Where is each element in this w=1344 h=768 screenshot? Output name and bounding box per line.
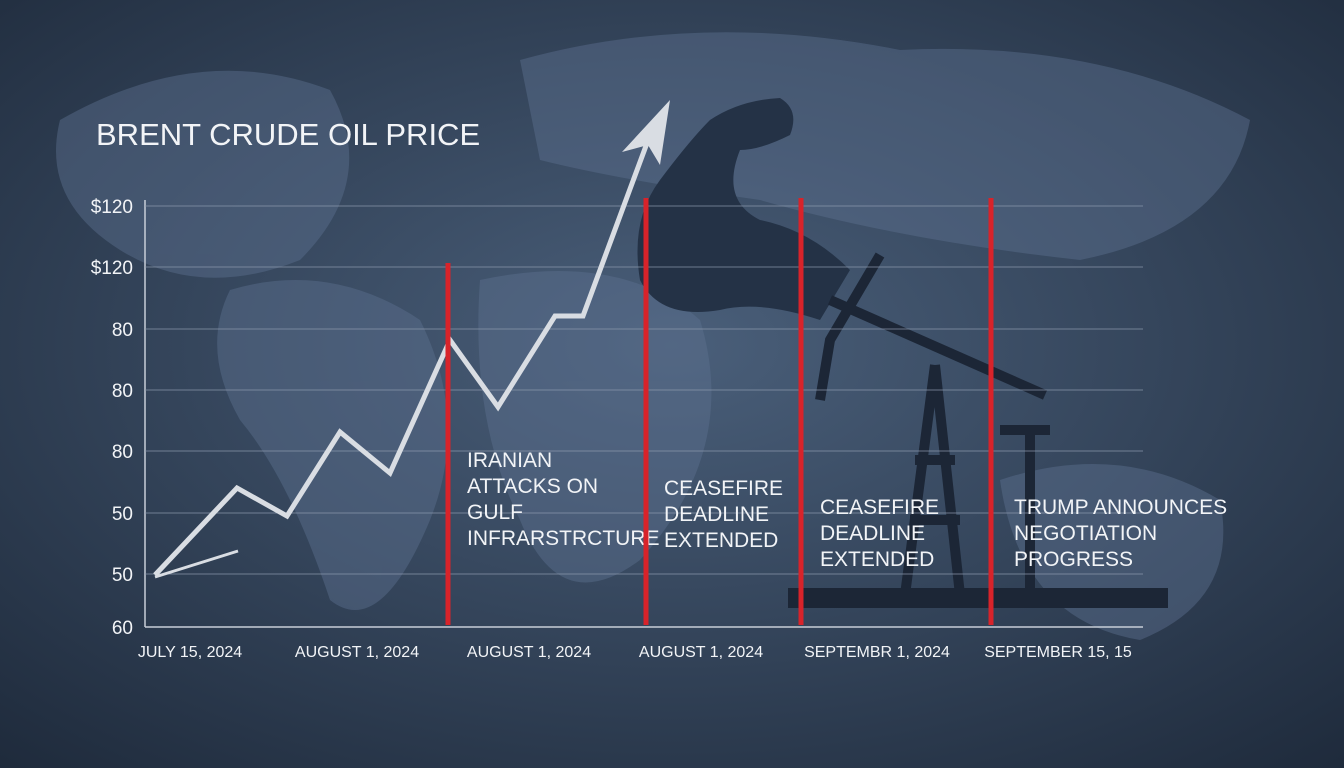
annotation-line: INFRARSTRCTURE: [467, 527, 660, 550]
x-tick-label: SEPTEMBR 1, 2024: [804, 644, 950, 661]
y-tick-label: 60: [112, 618, 133, 639]
annotation-line: EXTENDED: [664, 529, 778, 552]
event-annotation: CEASEFIRE DEADLINE EXTENDED: [820, 496, 939, 571]
y-tick-label: 50: [112, 565, 133, 586]
annotation-line: CEASEFIRE: [664, 477, 783, 500]
event-annotation: TRUMP ANNOUNCES NEGOTIATION PROGRESS: [1014, 496, 1227, 571]
price-line: [153, 134, 653, 579]
annotation-line: GULF: [467, 501, 523, 524]
event-annotation: CEASEFIRE DEADLINE EXTENDED: [664, 477, 783, 552]
annotation-line: DEADLINE: [820, 522, 925, 545]
annotation-line: EXTENDED: [820, 548, 934, 571]
x-tick-label: AUGUST 1, 2024: [467, 644, 591, 661]
y-tick-label: 80: [112, 381, 133, 402]
chart-title: BRENT CRUDE OIL PRICE: [96, 117, 480, 152]
y-tick-label: $120: [91, 197, 133, 218]
x-tick-label: AUGUST 1, 2024: [639, 644, 763, 661]
annotation-line: IRANIAN: [467, 449, 552, 472]
event-annotation: IRANIAN ATTACKS ON GULF INFRARSTRCTURE: [467, 449, 660, 550]
y-tick-label: $120: [91, 258, 133, 279]
x-tick-label: AUGUST 1, 2024: [295, 644, 419, 661]
y-tick-label: 50: [112, 504, 133, 525]
x-tick-label: JULY 15, 2024: [138, 644, 242, 661]
strength-arm-silhouette: [637, 98, 850, 320]
y-tick-label: 80: [112, 442, 133, 463]
price-arrowhead: [622, 100, 670, 165]
annotation-line: PROGRESS: [1014, 548, 1133, 571]
pumpjack-silhouette: [815, 252, 1050, 596]
annotation-line: NEGOTIATION: [1014, 522, 1157, 545]
pumpjack-base: [788, 588, 1168, 608]
x-tick-label: SEPTEMBER 15, 15: [984, 644, 1132, 661]
annotation-line: DEADLINE: [664, 503, 769, 526]
annotation-line: ATTACKS ON: [467, 475, 598, 498]
annotation-line: CEASEFIRE: [820, 496, 939, 519]
y-tick-label: 80: [112, 320, 133, 341]
annotation-line: TRUMP ANNOUNCES: [1014, 496, 1227, 519]
